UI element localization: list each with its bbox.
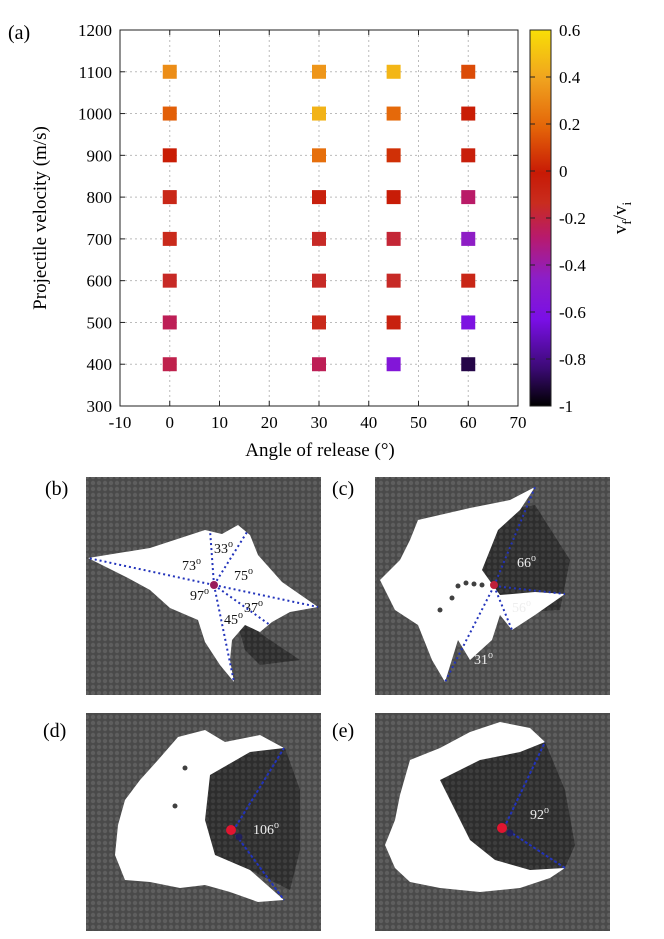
colorbar-tick-label: -0.6 <box>559 303 586 322</box>
y-tick-label: 900 <box>87 146 113 165</box>
data-point <box>312 190 326 205</box>
panel-e-image <box>375 713 610 931</box>
data-point <box>386 148 401 163</box>
colorbar-tick-label: -0.4 <box>559 256 586 275</box>
data-point <box>312 315 326 330</box>
data-point <box>386 357 401 372</box>
colorbar-tick-label: 0 <box>559 162 568 181</box>
x-tick-label: 70 <box>510 413 527 432</box>
y-tick-label: 700 <box>87 230 113 249</box>
data-point <box>312 106 326 121</box>
panel-label-e: (e) <box>332 720 354 742</box>
colorbar-tick-label: -0.8 <box>559 350 586 369</box>
x-tick-label: 60 <box>460 413 477 432</box>
x-tick-label: 50 <box>410 413 427 432</box>
panel-c-angle-labels: 66o 56o 31o <box>474 553 536 668</box>
angle-label: 45o <box>224 610 243 628</box>
x-tick-label: 20 <box>261 413 278 432</box>
panel-label-b: (b) <box>45 478 68 500</box>
y-axis-label: Projectile velocity (m/s) <box>30 126 51 310</box>
data-point <box>162 273 177 288</box>
colorbar-tick-label: 0.6 <box>559 21 580 40</box>
x-tick-label: 10 <box>211 413 228 432</box>
data-point <box>386 190 401 205</box>
angle-label: 92o <box>530 805 549 823</box>
colorbar-tick-label: 0.4 <box>559 68 581 87</box>
angle-label: 75o <box>234 566 253 584</box>
angle-label: 66o <box>517 553 536 571</box>
panel-label-d: (d) <box>43 720 66 742</box>
data-point <box>461 231 476 246</box>
data-point <box>461 106 476 121</box>
data-point <box>386 64 401 79</box>
colorbar-tick-label: 0.2 <box>559 115 580 134</box>
data-point <box>312 273 326 288</box>
data-point <box>461 273 476 288</box>
y-tick-label: 500 <box>87 313 113 332</box>
data-point <box>162 148 177 163</box>
panel-label-a: (a) <box>8 22 30 44</box>
colorbar-tick-label: -1 <box>559 397 573 416</box>
y-tick-label: 300 <box>87 397 113 416</box>
angle-label: 97o <box>190 586 209 604</box>
panel-b-image <box>86 477 321 695</box>
panel-e-angle-labels: 92o <box>530 805 549 823</box>
x-tick-label: 40 <box>360 413 377 432</box>
data-point <box>162 357 177 372</box>
x-axis-label: Angle of release (°) <box>245 440 395 461</box>
angle-label: 31o <box>474 650 493 668</box>
colorbar-label: vf/vi <box>610 202 634 235</box>
data-points <box>162 64 476 372</box>
panel-label-c: (c) <box>332 478 354 500</box>
data-point <box>162 231 177 246</box>
colorbar-tick-label: -0.2 <box>559 209 586 228</box>
data-point <box>461 357 476 372</box>
y-tick-label: 800 <box>87 188 113 207</box>
x-axis-ticks: -10 0 10 20 30 40 50 60 70 <box>109 30 527 432</box>
data-point <box>162 106 177 121</box>
y-tick-label: 1200 <box>78 21 112 40</box>
data-point <box>386 273 401 288</box>
x-tick-label: 30 <box>311 413 328 432</box>
y-axis-ticks: 300 400 500 600 700 800 900 1000 1100 1200 <box>78 21 518 416</box>
data-point <box>312 357 326 372</box>
data-point <box>461 148 476 163</box>
data-point <box>386 315 401 330</box>
data-point <box>386 231 401 246</box>
angle-label: 106o <box>253 820 279 838</box>
data-point <box>461 190 476 205</box>
y-tick-label: 1100 <box>79 63 112 82</box>
data-point <box>312 148 326 163</box>
colorbar-ticks: -1 -0.8 -0.6 -0.4 -0.2 0 0.2 0.4 0.6 <box>530 21 586 416</box>
angle-label: 37o <box>244 598 263 616</box>
data-point <box>461 315 476 330</box>
panel-d-angle-labels: 106o <box>253 820 279 838</box>
panel-d-image <box>86 713 321 931</box>
data-point <box>386 106 401 121</box>
x-tick-label: -10 <box>109 413 132 432</box>
data-point <box>312 64 326 79</box>
data-point <box>312 231 326 246</box>
data-point <box>162 64 177 79</box>
data-point <box>162 190 177 205</box>
y-tick-label: 400 <box>87 355 113 374</box>
angle-label: 56o <box>512 598 531 616</box>
data-point <box>461 64 476 79</box>
x-tick-label: 0 <box>166 413 175 432</box>
data-point <box>162 315 177 330</box>
y-tick-label: 1000 <box>78 105 112 124</box>
panel-c-image <box>375 477 610 695</box>
y-tick-label: 600 <box>87 272 113 291</box>
angle-label: 33o <box>214 539 233 557</box>
chart-grid <box>120 30 518 406</box>
angle-label: 73o <box>182 556 201 574</box>
